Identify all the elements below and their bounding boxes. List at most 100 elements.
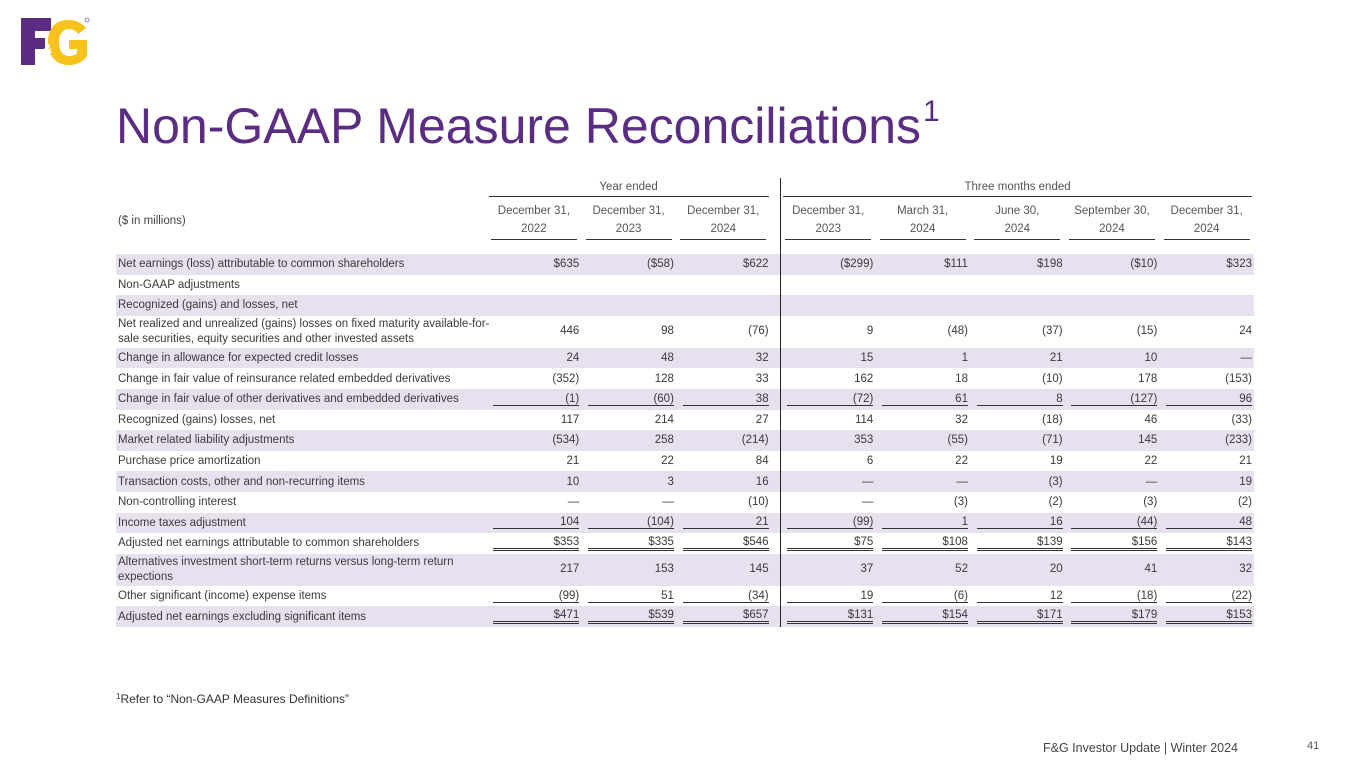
cell-value: 38 [675,388,771,410]
cell-value: — [1159,347,1254,369]
cell-value [1159,295,1254,316]
cell-value [1159,275,1254,296]
table-row: Purchase price amortization 21 22 84 6 22 19 22… [116,450,1254,472]
table-row: Non-GAAP adjustments [116,274,1254,296]
cell-value: 32 [955,413,968,426]
cell-value: $131 [780,606,876,627]
cell-value: 84 [755,455,769,468]
table-row: Change in fair value of other derivative… [116,388,1254,410]
cell-value: 3 [581,471,676,492]
cell-value: 6 [866,455,874,468]
cell-value: $75 [781,533,876,554]
cell-value: 32 [675,347,771,369]
header-group-year: Year ended [488,181,769,197]
column-header: September 30, 2024 [1065,200,1160,240]
table-row: Income taxes adjustment 104 (104) 21 (99) 1 16… [116,512,1254,534]
cell-value: 48 [581,347,676,369]
row-label: Net realized and unrealized (gains) loss… [118,317,490,345]
row-label: Recognized (gains) and losses, net [116,295,487,316]
cell-value: $546 [676,533,771,554]
cell-value: $657 [675,606,771,627]
cell-value: 46 [1144,413,1158,426]
reconciliation-table-container: Year ended Three months ended ($ in mill… [116,178,1254,627]
cell-value: (99) [780,512,876,534]
cell-value: $171 [969,606,1065,627]
header-columns-row: ($ in millions) December 31, 2022 December… [116,200,1254,240]
cell-value: 446 [560,325,580,338]
page-title: Non-GAAP Measure Reconciliations1 [116,95,940,154]
table-row: Net earnings (loss) attributable to comm… [116,254,1254,275]
cell-value: (3) [953,496,968,509]
cell-value: 162 [854,372,874,385]
cell-value: $323 [1159,254,1254,275]
column-header: December 31, 2024 [1159,200,1254,240]
header-group-row: Year ended Three months ended [116,178,1254,200]
cell-value: 22 [955,455,968,468]
table-row: Alternatives investment short-term retur… [116,553,1254,586]
cell-value: $111 [875,254,970,275]
cell-value: 21 [969,347,1065,369]
header-group-quarter: Three months ended [783,181,1252,197]
cell-value: 117 [560,413,580,426]
cell-value [875,275,970,296]
cell-value: 10 [1064,347,1160,369]
cell-value: $153 [1159,606,1254,627]
cell-value: (1) [486,388,582,410]
table-row: Adjusted net earnings excluding signific… [116,606,1254,627]
cell-value: (99) [487,586,582,607]
cell-value: — [780,471,876,492]
cell-value: ($10) [1064,254,1160,275]
cell-value: (18) [1042,413,1063,426]
cell-value: (55) [875,430,970,451]
cell-value: $143 [1159,533,1254,554]
cell-value: 114 [854,413,874,426]
cell-value [970,275,1065,296]
cell-value: ($299) [780,254,876,275]
cell-value [1064,295,1160,316]
row-label: Alternatives investment short-term retur… [116,553,487,586]
footnote-marker: 1 [116,692,121,701]
cell-value: 22 [661,455,674,468]
cell-value: (104) [581,512,676,534]
column-header: December 31, 2023 [781,200,876,240]
cell-value [969,295,1065,316]
row-label: Change in fair value of reinsurance rela… [118,372,451,385]
row-label: Non-GAAP adjustments [118,278,240,291]
cell-value: 98 [661,325,674,338]
cell-value [675,295,771,316]
cell-value: (71) [969,430,1065,451]
cell-value: (18) [1065,586,1160,607]
row-label: Recognized (gains) losses, net [118,413,276,426]
title-superscript: 1 [923,95,940,128]
cell-value: (60) [581,388,676,410]
cell-value: (10) [748,496,769,509]
cell-value: 214 [654,413,674,426]
row-label: Change in fair value of other derivative… [116,388,487,410]
cell-value: 16 [675,471,771,492]
cell-value: (534) [486,430,582,451]
cell-value: 8 [969,388,1065,410]
cell-value: 9 [866,325,874,338]
cell-value: 18 [955,372,968,385]
cell-value: 178 [1138,372,1158,385]
cell-value [486,295,582,316]
cell-value: (15) [1136,325,1158,338]
cell-value: 61 [875,388,970,410]
column-header: December 31, 2024 [676,200,771,240]
cell-value: (34) [676,586,771,607]
fg-logo: & [20,16,90,68]
footer-text: F&G Investor Update | Winter 2024 [1043,741,1239,755]
svg-text:&: & [43,41,52,56]
cell-value: 96 [1159,388,1254,410]
cell-value: $471 [486,606,582,627]
cell-value: (352) [552,372,580,385]
cell-value: (214) [675,430,771,451]
table-row: Recognized (gains) and losses, net [116,295,1254,316]
cell-value: (10) [1042,372,1063,385]
row-label: Income taxes adjustment [116,512,487,534]
cell-value: (6) [875,586,970,607]
cell-value: ($58) [581,254,676,275]
cell-value: — [567,496,580,509]
cell-value: 153 [581,553,676,586]
cell-value: 22 [1144,455,1158,468]
